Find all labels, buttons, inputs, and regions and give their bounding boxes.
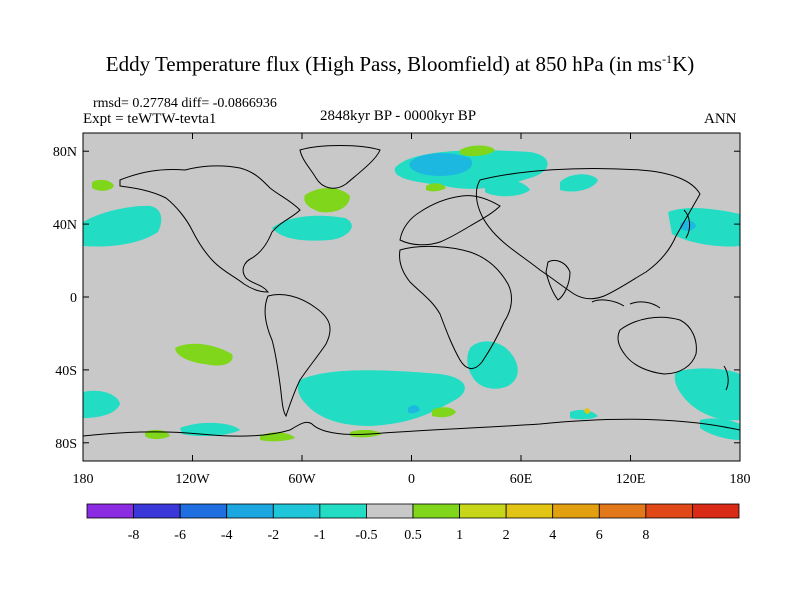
- lon-tick-label: 120W: [175, 472, 210, 487]
- anomaly-region-arctic-core: [409, 153, 473, 176]
- lon-tick-label: 120E: [616, 472, 646, 487]
- lat-tick-label: 80N: [53, 145, 77, 160]
- longitude-axis: 180 120W 60W 0 60E 120E 180: [73, 133, 751, 487]
- anomaly-region-antarctic-cyan: [180, 422, 240, 437]
- coastline-new-zealand: [723, 365, 729, 391]
- lat-tick-label: 0: [70, 291, 77, 306]
- colorbar-swatch: [459, 503, 507, 519]
- colorbar-swatch: [412, 503, 460, 519]
- lon-tick-label: 180: [73, 472, 94, 487]
- experiment-label: Expt = teWTW-tevta1: [83, 111, 217, 127]
- lat-tick-label: 40N: [53, 218, 77, 233]
- colorbar-label: 1: [456, 528, 463, 543]
- colorbar-swatch: [179, 503, 228, 519]
- colorbar-swatch: [552, 503, 600, 519]
- latitude-axis: 80N 40N 0 40S 80S: [53, 145, 740, 452]
- coastlines: [83, 145, 740, 437]
- coastline-antarctica: [83, 418, 740, 437]
- map-title: Eddy Temperature flux (High Pass, Bloomf…: [105, 52, 695, 76]
- anomaly-region-south-pacific: [175, 343, 233, 366]
- colorbar: -8 -6 -4 -2 -1 -0.5 0.5 1 2 4 6 8: [86, 503, 740, 543]
- anomaly-region-north-pacific: [83, 205, 162, 247]
- colorbar-swatch: [645, 503, 693, 519]
- coastline-greenland: [299, 145, 381, 189]
- anomaly-region-north-atlantic: [272, 215, 352, 241]
- anomaly-region-east-siberia: [560, 174, 598, 192]
- period-label: 2848kyr BP - 0000kyr BP: [320, 108, 477, 124]
- anomaly-region-indian-green: [432, 407, 456, 418]
- colorbar-swatch: [133, 503, 181, 519]
- coastline-asia: [475, 167, 701, 300]
- colorbar-swatch: [366, 503, 414, 519]
- anomaly-region-siberia: [485, 178, 530, 197]
- anomaly-region-indian-core: [408, 405, 420, 414]
- colorbar-label: -4: [221, 528, 233, 543]
- colorbar-label: -8: [128, 528, 140, 543]
- anomaly-region-south-atlantic: [298, 370, 465, 426]
- coastline-indonesia: [591, 299, 661, 309]
- coastline-north-america: [119, 165, 301, 293]
- coastline-south-america: [264, 294, 331, 418]
- coastline-europe: [399, 195, 501, 246]
- anomaly-region-alaska: [92, 179, 114, 191]
- anomaly-region-east-antarctic: [570, 409, 598, 420]
- anomaly-region-se-pacific: [83, 390, 120, 418]
- anomaly-region-south-australia: [674, 368, 740, 421]
- colorbar-label: 0.5: [404, 528, 422, 543]
- colorbar-label: -0.5: [355, 528, 377, 543]
- lon-tick-label: 0: [408, 472, 415, 487]
- anomaly-region-south-africa: [467, 341, 518, 389]
- colorbar-swatch: [692, 503, 740, 519]
- colorbar-swatch: [226, 503, 274, 519]
- lat-tick-label: 40S: [55, 364, 77, 379]
- anomaly-region-arctic-green-1: [460, 145, 495, 157]
- lon-tick-label: 60E: [510, 472, 533, 487]
- colorbar-swatch: [319, 503, 367, 519]
- anomaly-region-labrador: [304, 187, 350, 213]
- anomaly-region-east-antarctic-orange: [584, 408, 590, 414]
- coastline-japan: [683, 209, 691, 239]
- lon-tick-label: 60W: [288, 472, 316, 487]
- colorbar-label: -2: [267, 528, 279, 543]
- anomaly-region-ross-sea: [700, 418, 740, 440]
- colorbar-label: 6: [596, 528, 603, 543]
- colorbar-swatch: [86, 503, 134, 519]
- lat-tick-label: 80S: [55, 437, 77, 452]
- coastline-india: [545, 259, 571, 301]
- colorbar-label: 4: [549, 528, 556, 543]
- lon-tick-label: 180: [730, 472, 751, 487]
- stats-line: rmsd= 0.27784 diff= -0.0866936: [93, 96, 277, 111]
- anomaly-region-arctic-green-2: [426, 183, 446, 192]
- season-label: ANN: [704, 111, 737, 127]
- colorbar-label: -1: [314, 528, 326, 543]
- colorbar-label: -6: [174, 528, 186, 543]
- coastline-africa: [399, 245, 512, 369]
- coastline-australia: [617, 316, 697, 375]
- anomaly-region-antarctic-green-3: [350, 429, 382, 438]
- colorbar-label: 2: [503, 528, 510, 543]
- colorbar-swatch: [272, 503, 321, 519]
- colorbar-swatch: [598, 503, 647, 519]
- colorbar-swatch: [505, 503, 554, 519]
- anomaly-fields: [83, 145, 740, 442]
- colorbar-label: 8: [642, 528, 649, 543]
